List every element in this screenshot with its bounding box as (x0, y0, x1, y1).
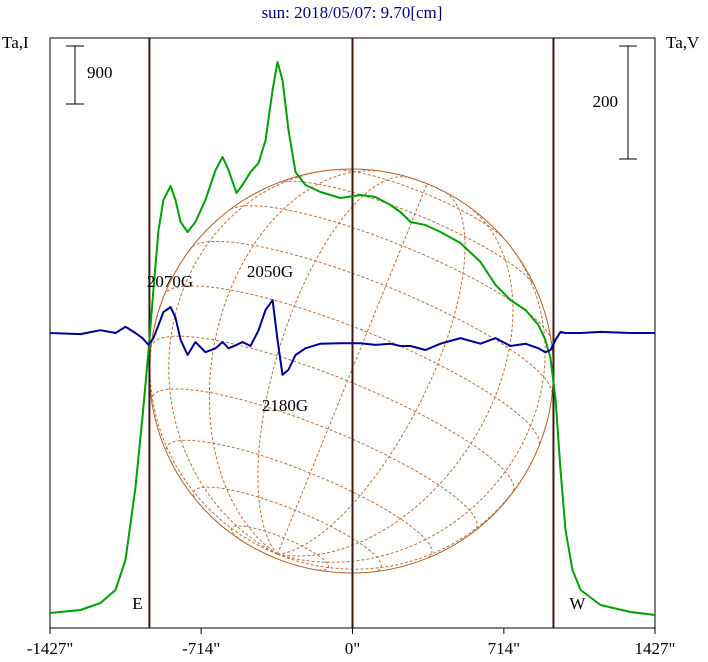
globe-grid-line (278, 180, 536, 287)
globe-grid-line (168, 169, 333, 555)
x-tick-label: 1427" (635, 639, 676, 658)
series-line (49, 61, 656, 616)
globe-grid-line (208, 170, 385, 555)
globe-grid-line (192, 486, 382, 573)
x-tick-label: 0" (345, 639, 360, 658)
globe-grid-line (276, 183, 428, 555)
globe-grid-line (277, 204, 514, 557)
y-axis-label: Ta,I (2, 33, 29, 52)
globe-grid-line (397, 173, 455, 198)
chart-title: sun: 2018/05/07: 9.70[cm] (262, 3, 443, 22)
x-tick-label: 714" (488, 639, 520, 658)
globe-grid-line (277, 191, 466, 555)
globe-grid-line (150, 335, 515, 494)
scale-bar-label: 900 (87, 63, 113, 82)
globe-grid-line (257, 176, 409, 555)
scale-bar-label: 200 (593, 92, 619, 111)
x-tick-label: -1427" (27, 639, 74, 658)
globe-grid-line (149, 295, 278, 555)
limb-label: W (569, 594, 586, 613)
globe-grid-line (192, 240, 553, 393)
globe-grid-line (230, 525, 330, 571)
y2-axis-label: Ta,V (666, 33, 700, 52)
annotation: 2070G (147, 272, 193, 291)
series-line (49, 299, 655, 376)
globe-grid-line (165, 439, 433, 560)
globe-grid-line (277, 239, 546, 563)
globe-grid-line (163, 285, 540, 447)
limb-label: E (132, 594, 142, 613)
annotation: 2180G (262, 396, 308, 415)
globe-grid-line (151, 388, 478, 532)
annotation: 2050G (247, 262, 293, 281)
solar-globe (148, 168, 554, 574)
x-tick-label: -714" (182, 639, 220, 658)
